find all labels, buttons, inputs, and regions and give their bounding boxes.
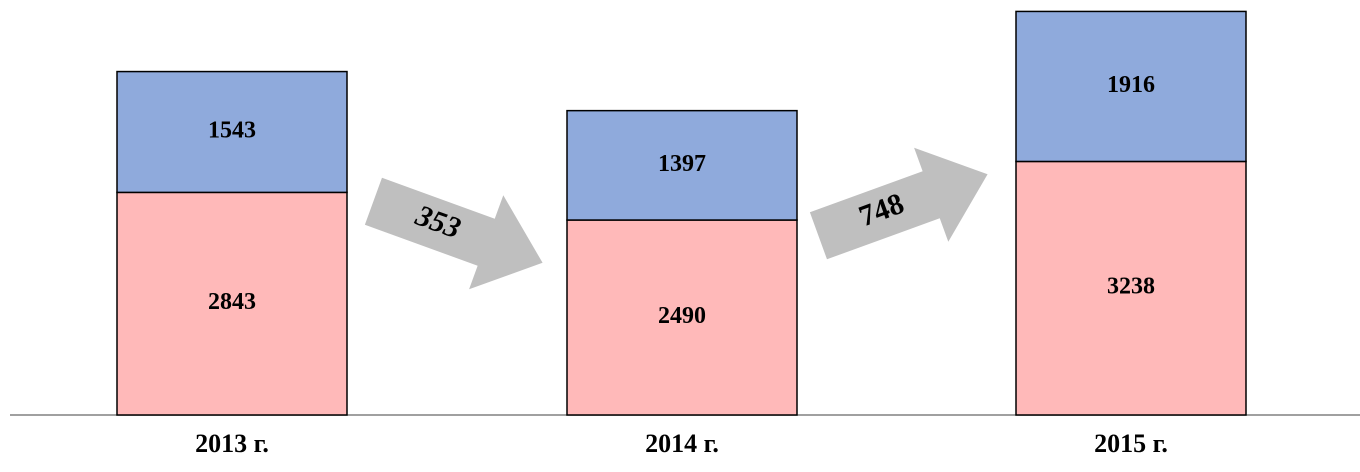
- data-label: 2843: [208, 289, 256, 315]
- bar-segment: [566, 109, 798, 221]
- arrow-shape: [809, 147, 988, 260]
- arrow: 748: [809, 147, 988, 260]
- arrow-shape: [364, 177, 543, 290]
- bar-segment: [116, 191, 348, 416]
- bar-segment: [1015, 10, 1247, 163]
- arrow: 353: [364, 177, 543, 290]
- x-tick-label: 2014 г.: [645, 429, 719, 458]
- data-label: 1916: [1107, 72, 1155, 98]
- bar-segment: [566, 219, 798, 416]
- data-label: 2490: [658, 303, 706, 329]
- bar-segment: [116, 70, 348, 194]
- bar-segment: [1015, 160, 1247, 416]
- x-tick-label: 2013 г.: [195, 429, 269, 458]
- x-tick-label: 2015 г.: [1094, 429, 1168, 458]
- data-label: 1397: [658, 151, 706, 177]
- data-label: 3238: [1107, 274, 1155, 300]
- data-label: 1543: [208, 117, 256, 143]
